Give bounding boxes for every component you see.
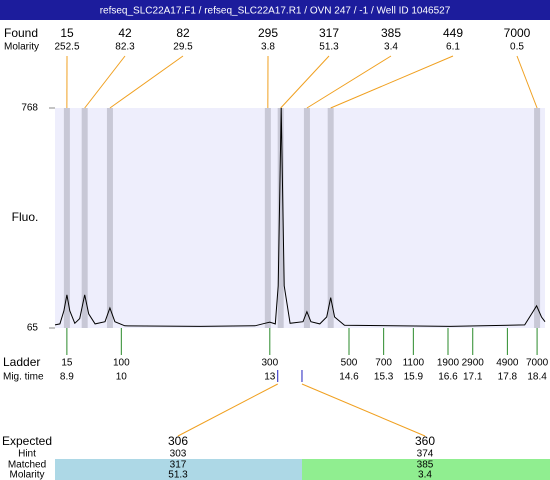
ladder-label: Ladder: [3, 355, 40, 369]
matched-molarity: 51.3: [168, 470, 188, 480]
ladder-size: 2900: [462, 358, 485, 369]
found-size: 42: [118, 26, 132, 40]
ladder-time: 13: [264, 372, 276, 383]
found-molarity: 3.4: [384, 42, 398, 53]
header-title: refseq_SLC22A17.F1 / refseq_SLC22A17.R1 …: [100, 6, 451, 17]
found-molarity: 0.5: [510, 42, 524, 53]
peak-band: [81, 108, 88, 328]
expected-bg: [55, 459, 302, 480]
ladder-size: 4900: [496, 358, 519, 369]
found-molarity: 252.5: [54, 42, 79, 53]
expected-leader: [177, 383, 278, 437]
peak-band: [303, 108, 310, 328]
trace: [54, 107, 546, 327]
matched-size: 317: [170, 460, 187, 471]
leader-line: [306, 55, 392, 109]
found-size: 385: [381, 26, 401, 40]
found-size: 317: [319, 26, 339, 40]
ladder-size: 100: [113, 358, 130, 369]
expected-bg: [302, 459, 550, 480]
ladder-size: 300: [261, 358, 278, 369]
ladder-time: 17.1: [463, 372, 483, 383]
found-molarity: 29.5: [173, 42, 193, 53]
ladder-size: 1100: [403, 358, 425, 369]
hint-label: Hint: [18, 449, 36, 460]
peak-band: [63, 108, 70, 328]
found-size: 295: [258, 26, 278, 40]
expected-size: 360: [415, 434, 435, 448]
ladder-size: 1900: [437, 358, 460, 369]
ladder-size: 500: [341, 358, 358, 369]
hint-size: 374: [417, 449, 434, 460]
hint-size: 303: [170, 449, 187, 460]
y-axis-label: Fluo.: [12, 210, 39, 224]
molarity-label: Molarity: [4, 42, 39, 53]
ladder-time: 17.8: [498, 372, 518, 383]
expected-size: 306: [168, 434, 188, 448]
found-molarity: 3.8: [261, 42, 275, 53]
peak-band: [106, 108, 113, 328]
ladder-time: 8.9: [60, 372, 74, 383]
matched-molarity: 3.4: [418, 470, 432, 480]
matched-size: 385: [417, 460, 434, 471]
leader-line: [109, 55, 184, 109]
header-bar: [0, 0, 550, 20]
found-molarity: 82.3: [115, 42, 135, 53]
ladder-size: 7000: [526, 358, 549, 369]
leader-line: [280, 55, 330, 109]
ladder-time: 10: [116, 372, 128, 383]
peak-band: [327, 108, 334, 328]
leader-line: [84, 55, 126, 109]
ladder-time: 14.6: [339, 372, 359, 383]
plot-area: [55, 108, 545, 328]
ladder-time: 16.6: [438, 372, 458, 383]
y-tick-label: 65: [27, 323, 39, 334]
expected-leader: [301, 383, 426, 437]
found-size: 15: [60, 26, 74, 40]
found-size: 7000: [504, 26, 531, 40]
mig-time-label: Mig. time: [3, 372, 44, 383]
ladder-time: 15.3: [374, 372, 394, 383]
leader-line: [330, 55, 454, 109]
found-size: 449: [443, 26, 463, 40]
peak-band: [264, 108, 271, 328]
peak-band: [534, 108, 541, 328]
matched-label: Matched: [8, 460, 46, 471]
ladder-size: 15: [61, 358, 73, 369]
molarity-row-label: Molarity: [9, 470, 44, 480]
found-size: 82: [176, 26, 190, 40]
found-label: Found: [4, 26, 38, 40]
ladder-size: 700: [375, 358, 392, 369]
y-tick-label: 768: [21, 103, 38, 114]
expected-label: Expected: [2, 434, 52, 448]
ladder-time: 15.9: [404, 372, 424, 383]
leader-line: [516, 55, 538, 109]
ladder-time: 18.4: [527, 372, 547, 383]
found-molarity: 51.3: [319, 42, 339, 53]
peak-band: [277, 108, 284, 328]
found-molarity: 6.1: [446, 42, 460, 53]
